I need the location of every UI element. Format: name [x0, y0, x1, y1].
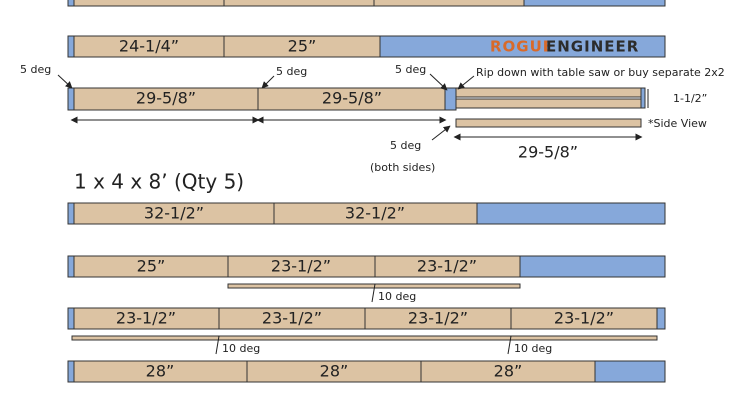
angle-note: 10 deg — [378, 290, 416, 303]
side-view-strip — [455, 118, 642, 128]
logo-rogue: ROGUE — [490, 38, 554, 56]
cut-mark — [215, 335, 220, 355]
cut-label: 28” — [146, 362, 175, 381]
board-2x4-1: 24-1/4” 25” ROGUE ENGINEER — [67, 35, 666, 58]
cut-mark — [507, 335, 512, 355]
pointer — [429, 73, 448, 91]
rip-strip — [71, 335, 658, 341]
board-2x4-2: 29-5/8” 29-5/8” 5 deg 5 deg 5 deg Rip do… — [20, 63, 725, 174]
board-1x4-3: 23-1/2” 23-1/2” 23-1/2” 23-1/2” 10 deg 1… — [67, 307, 666, 355]
cut-label: 32-1/2” — [144, 204, 204, 223]
side-length: 29-5/8” — [518, 143, 578, 162]
angle-note: 10 deg — [222, 342, 260, 355]
logo-engineer: ENGINEER — [546, 38, 639, 56]
cut-label: 23-1/2” — [417, 257, 477, 276]
side-view-note: *Side View — [648, 117, 707, 130]
cut-label: 28” — [494, 362, 523, 381]
cut-label: 23-1/2” — [271, 257, 331, 276]
pointer — [457, 75, 475, 90]
board-1x4-1: 32-1/2” 32-1/2” — [67, 202, 666, 225]
cut-label: 23-1/2” — [408, 309, 468, 328]
angle-note: 5 deg — [390, 139, 421, 152]
cut-label: 29-5/8” — [136, 89, 196, 108]
cut-label: 24-1/4” — [119, 37, 179, 56]
cut-label: 25” — [137, 257, 166, 276]
pointer — [261, 75, 275, 89]
board-1x4-2: 25” 23-1/2” 23-1/2” 10 deg — [67, 255, 666, 303]
width-note: 1-1/2” — [673, 92, 707, 105]
both-sides-note: (both sides) — [370, 161, 435, 174]
cut-label: 28” — [320, 362, 349, 381]
cut-label: 23-1/2” — [116, 309, 176, 328]
angle-note: 5 deg — [20, 63, 51, 76]
section-heading: 1 x 4 x 8’ (Qty 5) — [74, 170, 244, 194]
angle-note: 5 deg — [395, 63, 426, 76]
cut-label: 29-5/8” — [322, 89, 382, 108]
cut-label: 23-1/2” — [262, 309, 322, 328]
pointer — [57, 74, 73, 89]
angle-note: 5 deg — [276, 65, 307, 78]
rip-note: Rip down with table saw or buy separate … — [476, 66, 725, 79]
angle-note: 10 deg — [514, 342, 552, 355]
board-top — [67, 0, 666, 7]
pointer — [431, 125, 451, 141]
cut-mark — [371, 283, 376, 303]
board-1x4-4: 28” 28” 28” — [67, 360, 666, 383]
cut-label: 32-1/2” — [345, 204, 405, 223]
cut-label: 23-1/2” — [554, 309, 614, 328]
cut-label: 25” — [288, 37, 317, 56]
